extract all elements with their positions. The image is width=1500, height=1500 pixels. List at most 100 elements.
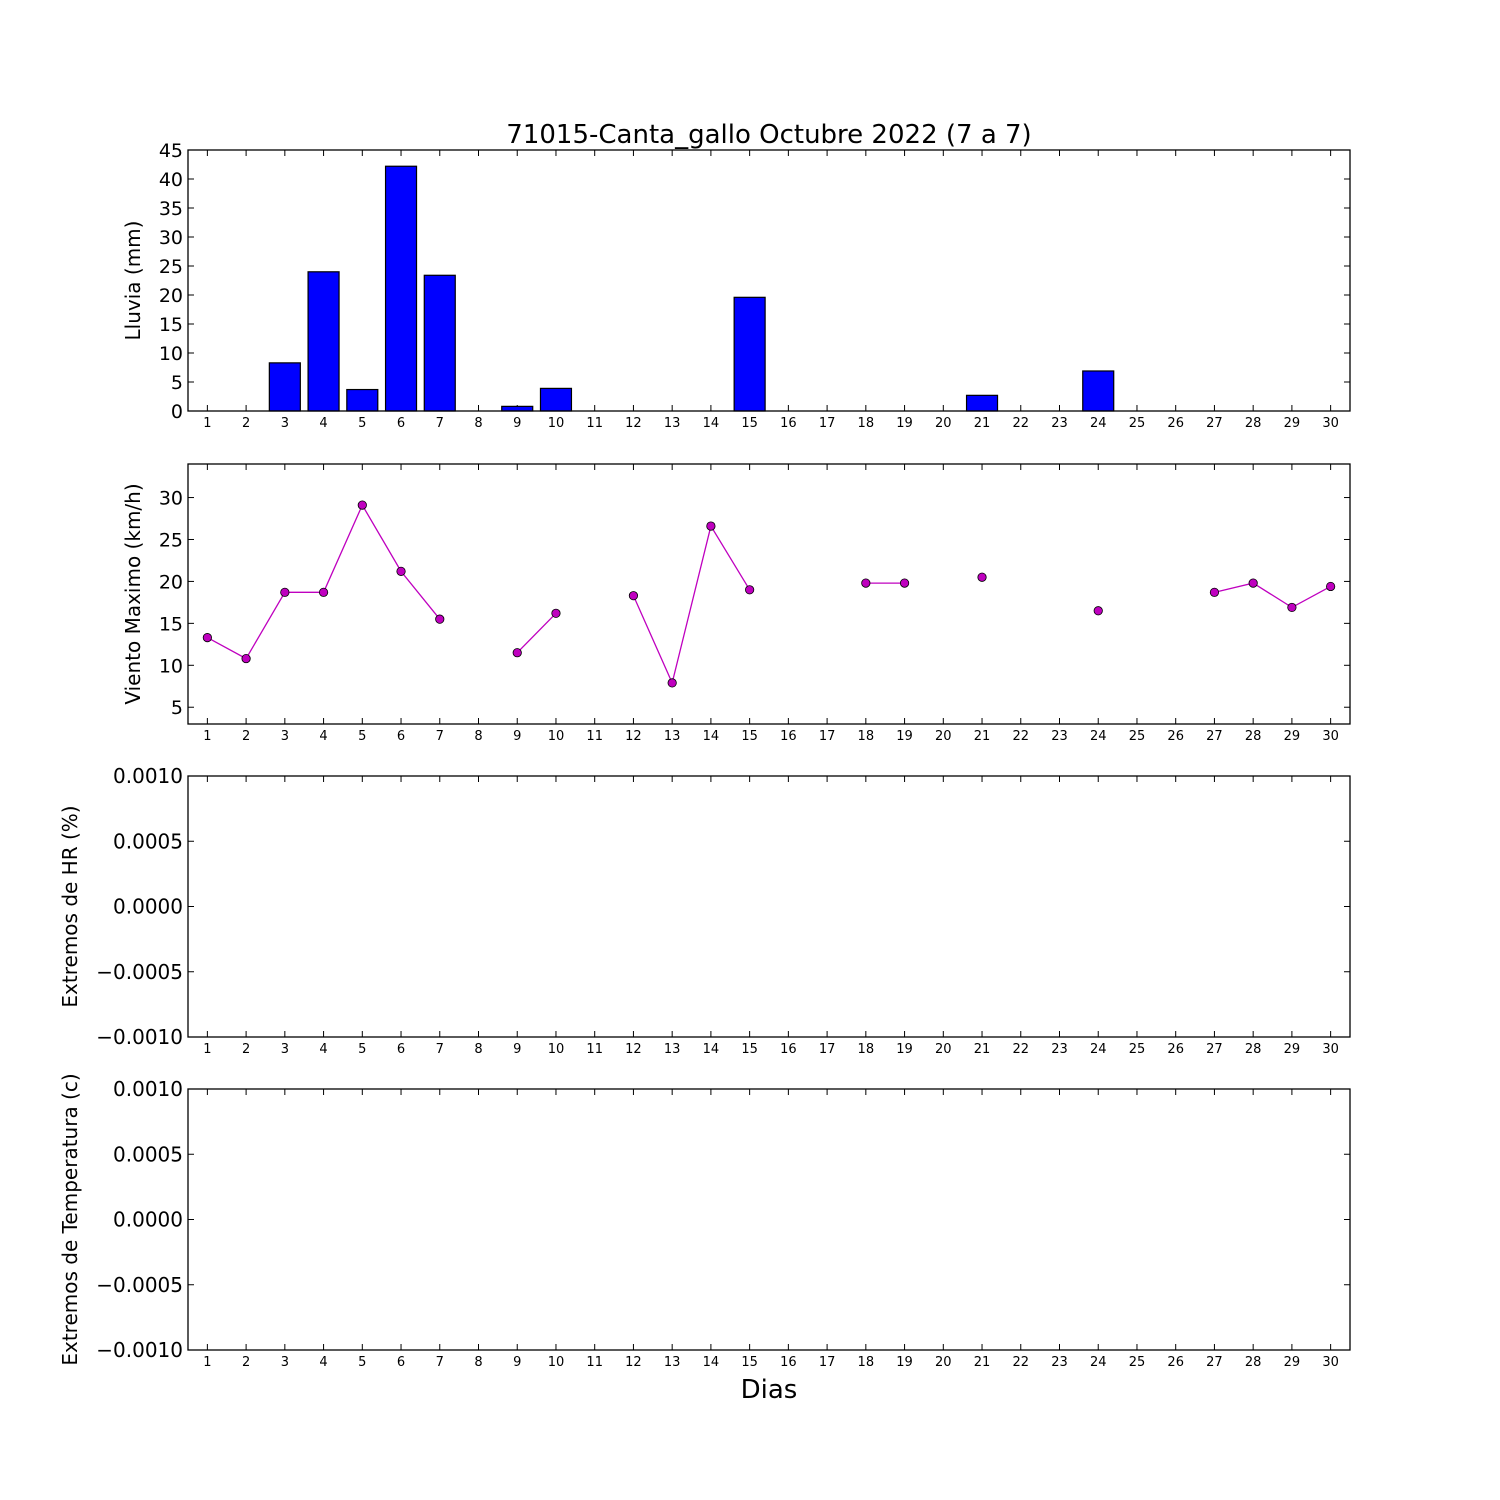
bar-day-15 [733,296,766,412]
x-tick-label: 11 [586,1355,603,1370]
y-tick-label: 15 [159,613,183,635]
bar-day-21 [965,394,999,412]
x-tick-label: 6 [397,729,405,744]
bar-day-7 [423,274,456,412]
x-tick-label: 30 [1322,1042,1339,1057]
x-tick-label: 1 [203,729,211,744]
x-tick-label: 6 [397,1042,405,1057]
x-tick-label: 1 [203,1042,211,1057]
x-tick-label: 7 [436,1042,444,1057]
x-tick-label: 26 [1167,1042,1184,1057]
x-tick-label: 5 [358,1355,366,1370]
x-tick-label: 14 [703,729,720,744]
point-day-5 [357,500,367,510]
x-tick-label: 12 [625,1042,642,1057]
x-tick-label: 21 [974,1042,991,1057]
x-tick-label: 5 [358,1042,366,1057]
x-tick-label: 27 [1206,1355,1223,1370]
x-tick-label: 14 [703,416,720,431]
x-tick-label: 10 [548,1355,565,1370]
x-tick-label: 19 [896,729,913,744]
bar-day-5 [346,388,379,412]
x-tick-label: 1 [203,416,211,431]
x-tick-label: 28 [1245,729,1262,744]
x-tick-label: 4 [319,416,327,431]
y-tick-label: 25 [159,529,183,551]
x-tick-label: 13 [664,416,681,431]
x-tick-label: 24 [1090,729,1107,744]
bar-day-9 [501,405,534,412]
x-tick-label: 22 [1012,416,1029,431]
series-line [1214,582,1331,609]
x-tick-label: 2 [242,1042,250,1057]
y-axis-label: Lluvia (mm) [121,221,145,341]
point-day-12 [628,591,639,601]
x-tick-label: 11 [586,1042,603,1057]
x-tick-label: 9 [513,1355,521,1370]
x-tick-label: 19 [896,416,913,431]
x-tick-label: 17 [819,1355,836,1370]
x-tick-label: 4 [319,729,327,744]
point-day-21 [977,572,987,582]
x-tick-label: 3 [281,416,289,431]
x-tick-label: 6 [397,416,405,431]
x-tick-label: 4 [319,1355,327,1370]
x-tick-label: 6 [397,1355,405,1370]
y-tick-label: 20 [159,285,183,307]
x-tick-label: 27 [1206,729,1223,744]
x-tick-label: 28 [1245,416,1262,431]
x-tick-label: 16 [780,729,797,744]
x-tick-label: 12 [625,729,642,744]
x-tick-label: 5 [358,729,366,744]
x-tick-label: 3 [281,1042,289,1057]
y-tick-label: −0.0010 [96,1025,183,1049]
x-tick-label: 16 [780,1355,797,1370]
x-tick-label: 3 [281,729,289,744]
plot-frame [187,463,1351,725]
x-tick-label: 18 [858,416,875,431]
x-tick-label: 23 [1051,1042,1068,1057]
x-tick-label: 25 [1129,1042,1146,1057]
y-axis-label: Extremos de Temperatura (c) [58,1073,82,1365]
point-day-28 [1248,578,1258,588]
x-tick-label: 19 [896,1042,913,1057]
point-day-18 [861,578,871,588]
x-tick-label: 25 [1129,1355,1146,1370]
x-tick-label: 18 [858,1042,875,1057]
y-tick-label: 10 [159,343,183,365]
point-day-29 [1287,602,1297,613]
y-tick-label: −0.0005 [96,960,183,984]
x-axis-label: Dias [741,1375,798,1405]
x-tick-label: 20 [935,1042,952,1057]
x-tick-label: 16 [780,1042,797,1057]
x-tick-label: 21 [974,729,991,744]
x-tick-label: 15 [741,1355,758,1370]
x-tick-label: 29 [1284,729,1301,744]
x-tick-label: 10 [548,1042,565,1057]
y-tick-label: 30 [159,488,183,510]
y-tick-label: 15 [159,314,183,336]
x-tick-label: 23 [1051,416,1068,431]
plot-frame [187,1088,1351,1351]
x-tick-label: 30 [1322,729,1339,744]
y-axis-label: Viento Maximo (km/h) [121,483,145,704]
x-tick-label: 10 [548,416,565,431]
x-tick-label: 16 [780,416,797,431]
y-tick-label: 0.0000 [113,895,183,919]
point-day-3 [280,587,290,597]
x-tick-label: 24 [1090,1042,1107,1057]
x-tick-label: 27 [1206,1042,1223,1057]
x-tick-label: 5 [358,416,366,431]
bar-day-24 [1082,370,1115,412]
bar-day-3 [268,362,301,412]
x-tick-label: 11 [586,729,603,744]
point-day-1 [202,633,212,643]
bar-day-4 [307,271,340,412]
x-tick-label: 21 [974,416,991,431]
x-tick-label: 29 [1284,416,1301,431]
point-day-7 [435,614,445,624]
